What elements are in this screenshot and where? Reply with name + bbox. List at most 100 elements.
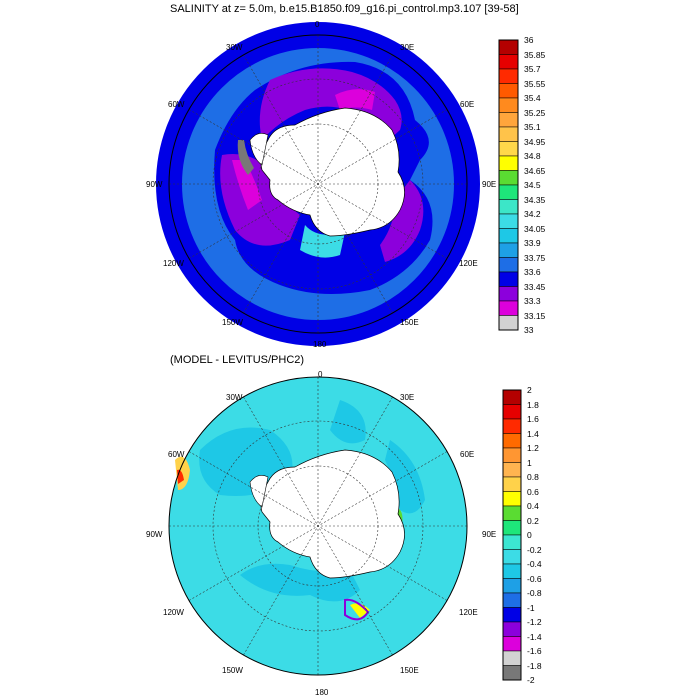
colorbar-label: 35.7 xyxy=(524,64,541,74)
bottom-lon-180: 180 xyxy=(315,688,329,697)
colorbar-label: -0.4 xyxy=(527,559,542,569)
colorbar-label: 1.2 xyxy=(527,443,539,453)
colorbar-swatch xyxy=(502,418,522,434)
colorbar-label: 34.65 xyxy=(524,165,546,176)
colorbar-swatch xyxy=(502,621,522,637)
colorbar-swatch xyxy=(498,39,519,55)
colorbar-swatch xyxy=(498,199,519,215)
top-lon-60w: 60W xyxy=(168,100,185,109)
colorbar-label: 1 xyxy=(527,457,532,468)
colorbar-swatch xyxy=(498,68,519,84)
colorbar-label: 2 xyxy=(527,385,532,395)
colorbar-label: 0.4 xyxy=(527,501,539,511)
colorbar-swatch xyxy=(498,112,519,128)
colorbar-label: 34.35 xyxy=(524,194,546,205)
colorbar-label: 33.3 xyxy=(524,296,541,306)
top-lon-150e: 150E xyxy=(400,318,419,327)
colorbar-swatch xyxy=(502,665,522,681)
colorbar-frame xyxy=(498,39,519,331)
top-lon-90w: 90W xyxy=(146,180,163,189)
bottom-peninsula xyxy=(249,475,269,508)
bottom-lon-0: 0 xyxy=(318,370,323,379)
colorbar-swatch xyxy=(502,650,522,666)
colorbar-label: 33.45 xyxy=(524,281,546,292)
colorbar-label: -0.2 xyxy=(527,544,542,555)
bottom-lon-30e: 30E xyxy=(400,393,415,402)
bottom-lon-90e: 90E xyxy=(482,530,497,539)
bottom-lon-30w: 30W xyxy=(226,393,243,402)
colorbar-frame xyxy=(502,389,522,681)
top-peninsula xyxy=(249,133,269,166)
top-lon-120e: 120E xyxy=(459,259,478,268)
colorbar-label: 1.6 xyxy=(527,414,539,424)
top-map-border xyxy=(168,34,468,334)
top-magenta-north xyxy=(335,89,375,110)
colorbar-label: 35.25 xyxy=(524,107,546,118)
colorbar-swatch xyxy=(502,447,522,463)
bottom-map-border xyxy=(168,376,468,676)
top-purple-east xyxy=(380,180,424,262)
colorbar-label: 34.5 xyxy=(524,180,541,190)
colorbar-swatch xyxy=(498,126,519,142)
bottom-lon-150e: 150E xyxy=(400,666,419,675)
bottom-yellow-ross xyxy=(350,603,370,618)
colorbar-swatch xyxy=(502,389,522,405)
top-lon-30e: 30E xyxy=(400,43,415,52)
colorbar-swatch xyxy=(498,170,519,186)
colorbar-label: 33.15 xyxy=(524,310,546,321)
colorbar-swatch xyxy=(502,491,522,507)
bottom-lon-60w: 60W xyxy=(168,450,185,459)
colorbar-swatch xyxy=(498,257,519,273)
colorbar-label: 35.55 xyxy=(524,78,546,89)
colorbar-swatch xyxy=(502,607,522,623)
colorbar-label: 33.6 xyxy=(524,267,541,277)
colorbar-swatch xyxy=(498,228,519,244)
colorbar-swatch xyxy=(498,141,519,157)
colorbar-label: 34.05 xyxy=(524,223,546,234)
colorbar-label: -1.8 xyxy=(527,660,542,671)
top-lon-30w: 30W xyxy=(226,43,243,52)
top-lon-120w: 120W xyxy=(163,259,184,268)
colorbar-label: 1.8 xyxy=(527,399,539,410)
top-purple-north xyxy=(259,68,402,150)
top-lon-0: 0 xyxy=(315,20,320,29)
colorbar-label: 1.4 xyxy=(527,428,539,439)
colorbar-swatch xyxy=(498,184,519,200)
colorbar-swatch xyxy=(502,433,522,449)
colorbar-label: 0 xyxy=(527,530,532,540)
colorbar-label: 34.8 xyxy=(524,151,541,161)
colorbar-label: 33.75 xyxy=(524,252,546,263)
colorbar-label: -1.2 xyxy=(527,617,542,627)
colorbar-swatch xyxy=(502,462,522,478)
top-lon-150w: 150W xyxy=(222,318,243,327)
colorbar-swatch xyxy=(502,636,522,652)
colorbar-label: 0.8 xyxy=(527,472,539,482)
colorbar-label: 0.2 xyxy=(527,515,539,526)
colorbar-swatch xyxy=(498,97,519,113)
bottom-blue-patch-4 xyxy=(385,440,425,514)
bottom-lon-120e: 120E xyxy=(459,608,478,617)
colorbar-label: 0.6 xyxy=(527,486,539,497)
colorbar-swatch xyxy=(498,271,519,287)
colorbar-label: 35.85 xyxy=(524,49,546,60)
colorbar-swatch xyxy=(498,155,519,171)
colorbar-swatch xyxy=(502,563,522,579)
bottom-antarctica xyxy=(260,449,405,579)
colorbar-swatch xyxy=(498,54,519,70)
colorbar-swatch xyxy=(498,315,519,331)
bottom-lon-120w: 120W xyxy=(163,608,184,617)
top-lon-90e: 90E xyxy=(482,180,497,189)
colorbar-swatch xyxy=(498,213,519,229)
colorbar-swatch xyxy=(502,549,522,565)
colorbar-swatch xyxy=(502,404,522,420)
colorbar-label: -1.6 xyxy=(527,646,542,656)
colorbar-label: -1.4 xyxy=(527,631,542,642)
top-lon-180: 180 xyxy=(313,340,327,349)
bottom-graticule xyxy=(169,377,467,675)
colorbar-swatch xyxy=(502,592,522,608)
colorbar-label: -0.6 xyxy=(527,573,542,584)
bottom-lon-60e: 60E xyxy=(460,450,475,459)
colorbar-label: 33.9 xyxy=(524,238,541,248)
colorbar-swatch xyxy=(498,83,519,99)
